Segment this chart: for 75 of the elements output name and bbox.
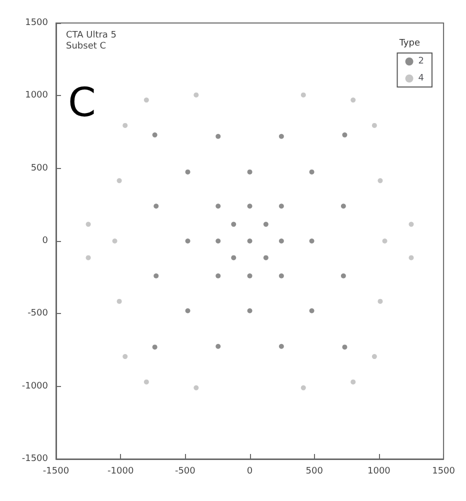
point bbox=[247, 238, 252, 244]
point bbox=[278, 344, 284, 349]
x-tick-label: 500 bbox=[306, 466, 324, 476]
point bbox=[350, 98, 356, 103]
point bbox=[116, 178, 122, 184]
y-tick-label: 500 bbox=[30, 163, 48, 174]
point bbox=[247, 204, 252, 209]
point bbox=[194, 92, 199, 98]
point bbox=[278, 204, 284, 209]
x-tick-label: -1500 bbox=[42, 466, 70, 476]
annotation: C bbox=[68, 80, 96, 126]
point bbox=[86, 222, 91, 227]
point bbox=[263, 222, 268, 227]
point bbox=[263, 255, 268, 260]
point bbox=[247, 273, 252, 278]
point bbox=[216, 134, 221, 139]
x-tick-label: 1000 bbox=[368, 466, 391, 476]
point bbox=[342, 344, 348, 350]
point bbox=[340, 273, 346, 278]
point bbox=[231, 255, 236, 260]
point bbox=[278, 238, 284, 244]
point bbox=[247, 308, 252, 314]
point bbox=[278, 134, 284, 139]
point bbox=[194, 385, 199, 390]
point bbox=[309, 169, 314, 174]
annotation: Subset C bbox=[66, 42, 106, 52]
point bbox=[247, 169, 252, 174]
y-tick-label: 1500 bbox=[25, 18, 48, 28]
point bbox=[116, 298, 122, 304]
y-tick-label: -1000 bbox=[22, 381, 48, 392]
point bbox=[372, 122, 377, 128]
annotation: CTA Ultra 5 bbox=[66, 30, 117, 40]
legend-label: 2 bbox=[418, 56, 424, 66]
legend-label: 4 bbox=[418, 74, 424, 84]
point bbox=[372, 354, 377, 360]
legend-title: Type bbox=[398, 38, 420, 48]
point bbox=[350, 379, 356, 384]
point bbox=[309, 238, 314, 244]
point bbox=[144, 379, 149, 384]
point bbox=[342, 132, 348, 138]
x-tick-label: -1000 bbox=[108, 466, 134, 476]
point bbox=[154, 204, 159, 209]
y-tick-label: -1500 bbox=[22, 454, 48, 464]
point bbox=[152, 344, 158, 350]
point bbox=[122, 354, 128, 360]
point bbox=[378, 178, 383, 184]
point bbox=[300, 92, 306, 98]
point bbox=[309, 308, 314, 314]
point bbox=[112, 238, 118, 244]
point bbox=[185, 308, 190, 314]
point bbox=[231, 222, 236, 227]
point bbox=[216, 273, 221, 278]
point bbox=[216, 238, 221, 244]
point bbox=[185, 169, 190, 174]
point bbox=[216, 344, 221, 349]
point bbox=[408, 255, 414, 260]
y-tick-label: -500 bbox=[28, 308, 48, 319]
point bbox=[216, 204, 221, 209]
point bbox=[154, 273, 159, 278]
point bbox=[152, 132, 158, 138]
x-tick-label: 0 bbox=[246, 466, 253, 476]
point bbox=[144, 98, 149, 103]
point bbox=[185, 238, 190, 244]
point bbox=[300, 385, 306, 390]
point bbox=[340, 204, 346, 209]
point bbox=[378, 298, 383, 304]
point bbox=[122, 122, 128, 128]
point bbox=[278, 273, 284, 278]
y-tick-label: 0 bbox=[42, 236, 48, 246]
point bbox=[86, 255, 91, 260]
point bbox=[408, 222, 414, 227]
point bbox=[382, 238, 388, 244]
x-tick-label: -500 bbox=[174, 466, 196, 476]
x-tick-label: 1500 bbox=[432, 466, 456, 476]
y-tick-label: 1000 bbox=[25, 90, 48, 101]
